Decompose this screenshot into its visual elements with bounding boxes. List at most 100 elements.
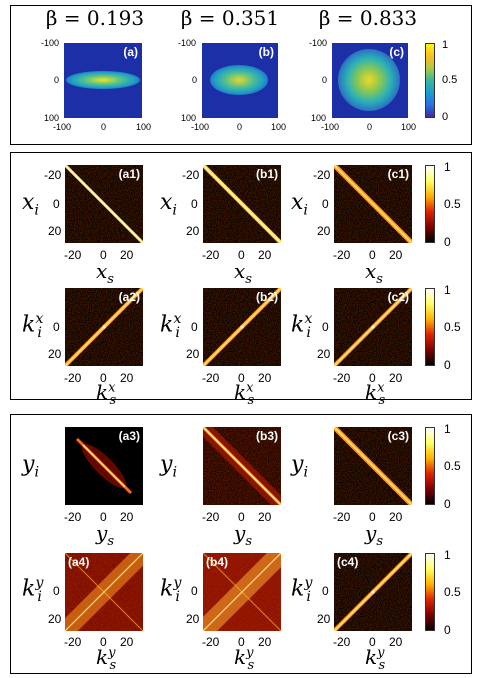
xlabel-ksy: kys bbox=[96, 645, 117, 673]
y-tick: 0 bbox=[191, 197, 198, 211]
x-tick: -100 bbox=[321, 122, 340, 132]
ylabel-xi: xi bbox=[160, 190, 177, 219]
x-tick: -20 bbox=[202, 371, 220, 385]
x-tick: -20 bbox=[333, 510, 351, 524]
correlation-plot-b2: (b2) bbox=[203, 288, 281, 366]
panel-label-b1: (b1) bbox=[256, 167, 278, 181]
y-tick: 0 bbox=[192, 75, 198, 85]
colorbar-tick: 1 bbox=[444, 283, 451, 297]
x-tick: -20 bbox=[64, 635, 82, 649]
intensity-plot-c: (c) bbox=[332, 43, 408, 118]
colorbar-hot bbox=[425, 553, 435, 631]
ylabel-kix: kxi bbox=[22, 311, 44, 341]
x-tick: 20 bbox=[120, 635, 134, 649]
colorbar-tick: 0 bbox=[444, 497, 451, 511]
x-tick: 20 bbox=[258, 371, 272, 385]
x-tick: 0 bbox=[238, 371, 245, 385]
x-tick: 100 bbox=[401, 122, 417, 132]
panel-label-a3: (a3) bbox=[118, 429, 140, 443]
panel-label-c4: (c4) bbox=[337, 555, 359, 569]
colorbar-hot bbox=[425, 288, 435, 366]
colorbar-tick: 1 bbox=[444, 160, 451, 174]
xlabel-ksx: kxs bbox=[365, 380, 386, 408]
ylabel-yi: yi bbox=[160, 452, 178, 481]
x-tick: 0 bbox=[238, 248, 245, 262]
x-tick: 20 bbox=[258, 635, 272, 649]
colorbar-tick: 0.5 bbox=[444, 585, 461, 599]
correlation-plot-b1: (b1) bbox=[203, 165, 281, 243]
xlabel-ys: ys bbox=[365, 521, 383, 549]
y-tick: 0 bbox=[53, 197, 60, 211]
colorbar-tick: 0 bbox=[444, 623, 451, 637]
x-tick: 0 bbox=[369, 248, 376, 262]
colorbar-tick: 0.5 bbox=[444, 197, 461, 211]
x-tick: 0 bbox=[101, 122, 107, 132]
x-tick: 0 bbox=[100, 635, 107, 649]
xlabel-ksx: kxs bbox=[96, 380, 117, 408]
x-tick: -20 bbox=[202, 635, 220, 649]
ylabel-yi: yi bbox=[22, 452, 40, 481]
ylabel-kiy: kyi bbox=[291, 575, 313, 605]
y-tick: -100 bbox=[41, 38, 60, 48]
x-tick: 0 bbox=[369, 510, 376, 524]
colorbar-hot bbox=[425, 165, 435, 243]
xlabel-ys: ys bbox=[96, 521, 114, 549]
x-tick: 0 bbox=[367, 122, 373, 132]
panel-label-a4: (a4) bbox=[68, 555, 90, 569]
x-tick: -100 bbox=[191, 122, 210, 132]
x-tick: 100 bbox=[271, 122, 287, 132]
ylabel-kiy: kyi bbox=[22, 575, 44, 605]
x-tick: 20 bbox=[389, 510, 403, 524]
x-tick: -20 bbox=[202, 510, 220, 524]
xlabel-xs: xs bbox=[365, 259, 383, 287]
x-tick: -20 bbox=[64, 371, 82, 385]
x-tick: 0 bbox=[100, 248, 107, 262]
colorbar-parula bbox=[425, 43, 435, 118]
y-tick: 20 bbox=[48, 612, 62, 626]
panel-label-c3: (c3) bbox=[387, 429, 409, 443]
y-tick: 100 bbox=[181, 113, 197, 123]
xlabel-ys: ys bbox=[234, 521, 252, 549]
x-tick: -20 bbox=[333, 371, 351, 385]
colorbar-tick: 1 bbox=[442, 39, 449, 51]
x-tick: 20 bbox=[258, 510, 272, 524]
ylabel-kix: kxi bbox=[291, 311, 313, 341]
y-tick: -20 bbox=[182, 168, 200, 182]
panel-label-b: (b) bbox=[258, 45, 274, 59]
beam-spot-a bbox=[66, 71, 140, 89]
correlation-plot-a2: (a2) bbox=[65, 288, 143, 366]
y-tick: 0 bbox=[322, 197, 329, 211]
y-tick: 20 bbox=[186, 347, 200, 361]
correlation-plot-b4: (b4) bbox=[203, 553, 281, 631]
x-tick: 100 bbox=[136, 122, 152, 132]
xlabel-xs: xs bbox=[96, 259, 114, 287]
y-tick: 20 bbox=[317, 347, 331, 361]
correlation-plot-a4: (a4) bbox=[65, 553, 143, 631]
colorbar-tick: 1 bbox=[444, 548, 451, 562]
colorbar-tick: 0 bbox=[444, 358, 451, 372]
y-tick: 20 bbox=[186, 612, 200, 626]
colorbar-tick: 1 bbox=[444, 422, 451, 436]
x-tick: 0 bbox=[369, 635, 376, 649]
x-tick: 20 bbox=[389, 248, 403, 262]
intensity-plot-b: (b) bbox=[202, 43, 278, 118]
y-tick: 100 bbox=[44, 113, 60, 123]
panel-label-b2: (b2) bbox=[256, 290, 278, 304]
x-tick: 20 bbox=[258, 248, 272, 262]
colorbar-tick: 0 bbox=[444, 235, 451, 249]
y-tick: 20 bbox=[186, 224, 200, 238]
y-tick: 0 bbox=[53, 584, 60, 598]
y-tick: -100 bbox=[309, 38, 328, 48]
xlabel-ksx: kxs bbox=[234, 380, 255, 408]
xlabel-xs: xs bbox=[234, 259, 252, 287]
colorbar-tick: 0.5 bbox=[442, 74, 458, 86]
xlabel-ksy: kys bbox=[365, 645, 386, 673]
y-tick: 0 bbox=[322, 584, 329, 598]
correlation-plot-a3: (a3) bbox=[65, 427, 143, 505]
colorbar-hot bbox=[425, 427, 435, 505]
ylabel-kix: kxi bbox=[160, 311, 182, 341]
beta-header-b: β = 0.351 bbox=[180, 6, 280, 30]
x-tick: -20 bbox=[333, 248, 351, 262]
x-tick: 0 bbox=[100, 371, 107, 385]
y-tick: -20 bbox=[44, 168, 62, 182]
